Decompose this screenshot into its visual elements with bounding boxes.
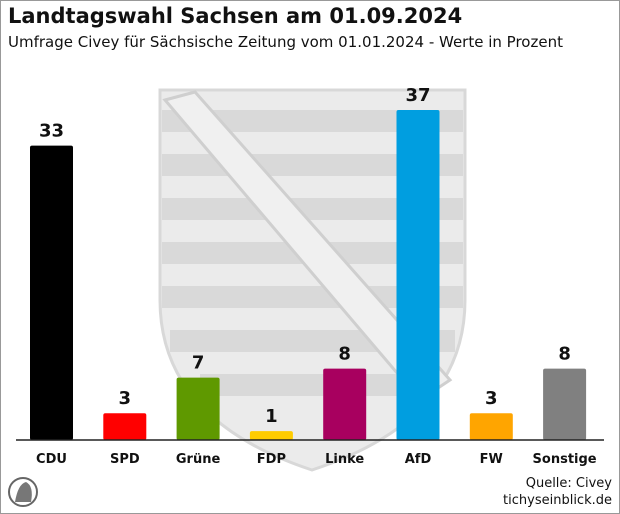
bar-sonstige — [543, 368, 587, 440]
bar-fw — [469, 413, 513, 440]
x-tick-label: Linke — [325, 452, 364, 467]
source-label: Quelle: Civey — [525, 476, 612, 491]
bar-afd — [396, 110, 440, 440]
bar-fdp — [249, 431, 293, 440]
bar-spd — [103, 413, 147, 440]
data-label: 7 — [192, 353, 205, 374]
x-tick-label: AfD — [405, 452, 432, 467]
data-label: 8 — [558, 344, 571, 365]
saxony-coat-of-arms-watermark — [158, 88, 467, 472]
bar-grüne — [176, 377, 220, 440]
chart-title: Landtagswahl Sachsen am 01.09.2024 — [8, 4, 463, 28]
data-label: 8 — [338, 344, 351, 365]
x-tick-label: FW — [480, 452, 503, 467]
x-tick-label: SPD — [110, 452, 140, 467]
x-tick-label: FDP — [257, 452, 286, 467]
data-label: 3 — [485, 388, 498, 409]
publisher-logo-icon — [8, 477, 38, 507]
x-tick-label: Grüne — [176, 452, 221, 467]
x-tick-label: Sonstige — [533, 452, 597, 467]
website-label: tichyseinblick.de — [503, 493, 612, 508]
bar-cdu — [30, 145, 73, 441]
data-label: 3 — [119, 388, 132, 409]
data-label: 1 — [265, 406, 278, 427]
data-label: 37 — [405, 85, 430, 106]
x-tick-label: CDU — [36, 452, 67, 467]
data-label: 33 — [39, 121, 64, 142]
chart-subtitle: Umfrage Civey für Sächsische Zeitung vom… — [8, 33, 563, 51]
bar-linke — [323, 368, 367, 440]
